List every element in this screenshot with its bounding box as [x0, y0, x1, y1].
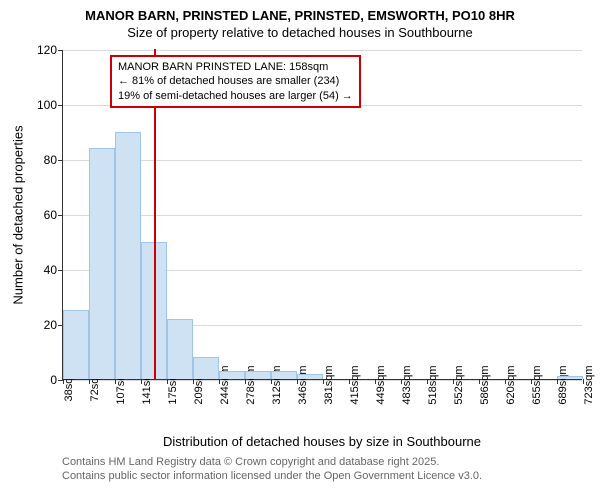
histogram-bar	[271, 371, 297, 379]
y-tick-label: 20	[44, 318, 57, 332]
histogram-bar	[89, 148, 115, 379]
x-tick-label: 346sqm	[297, 365, 309, 404]
y-tick-mark	[58, 270, 63, 271]
x-tick-label: 449sqm	[375, 365, 387, 404]
y-tick-label: 80	[44, 153, 57, 167]
x-tick-mark	[115, 379, 116, 384]
x-tick-label: 620sqm	[505, 365, 517, 404]
histogram-bar	[193, 357, 219, 379]
y-tick-label: 60	[44, 208, 57, 222]
grid-line	[63, 50, 582, 51]
chart-title-sub: Size of property relative to detached ho…	[0, 25, 600, 40]
x-tick-label: 723sqm	[583, 365, 595, 404]
x-tick-mark	[349, 379, 350, 384]
x-tick-label: 415sqm	[349, 365, 361, 404]
attribution-line-2: Contains public sector information licen…	[62, 470, 482, 482]
y-tick-mark	[58, 215, 63, 216]
y-tick-mark	[58, 105, 63, 106]
x-tick-mark	[531, 379, 532, 384]
x-tick-mark	[271, 379, 272, 384]
histogram-bar	[167, 319, 193, 380]
x-tick-mark	[557, 379, 558, 384]
histogram-bar	[63, 310, 89, 379]
y-tick-mark	[58, 50, 63, 51]
x-tick-mark	[141, 379, 142, 384]
annotation-line: MANOR BARN PRINSTED LANE: 158sqm	[118, 60, 353, 74]
x-tick-label: 483sqm	[401, 365, 413, 404]
x-tick-label: 518sqm	[427, 365, 439, 404]
annotation-box: MANOR BARN PRINSTED LANE: 158sqm← 81% of…	[110, 55, 361, 108]
x-tick-mark	[401, 379, 402, 384]
annotation-line: ← 81% of detached houses are smaller (23…	[118, 74, 353, 88]
y-tick-label: 40	[44, 263, 57, 277]
y-tick-label: 100	[37, 98, 57, 112]
x-tick-label: 689sqm	[557, 365, 569, 404]
y-axis-label: Number of detached properties	[11, 50, 26, 380]
histogram-bar	[115, 132, 141, 380]
x-tick-mark	[219, 379, 220, 384]
x-tick-mark	[427, 379, 428, 384]
histogram-bar	[245, 371, 271, 379]
chart-title-main: MANOR BARN, PRINSTED LANE, PRINSTED, EMS…	[0, 0, 600, 23]
x-axis-label: Distribution of detached houses by size …	[62, 434, 582, 449]
y-tick-label: 0	[50, 373, 57, 387]
y-tick-mark	[58, 160, 63, 161]
y-tick-label: 120	[37, 43, 57, 57]
attribution-line-1: Contains HM Land Registry data © Crown c…	[62, 456, 439, 468]
x-tick-mark	[245, 379, 246, 384]
x-tick-label: 655sqm	[531, 365, 543, 404]
x-tick-mark	[63, 379, 64, 384]
x-tick-label: 552sqm	[453, 365, 465, 404]
x-tick-mark	[89, 379, 90, 384]
x-tick-label: 586sqm	[479, 365, 491, 404]
x-tick-mark	[375, 379, 376, 384]
x-tick-mark	[479, 379, 480, 384]
x-tick-label: 381sqm	[323, 365, 335, 404]
x-tick-mark	[505, 379, 506, 384]
chart-container: MANOR BARN, PRINSTED LANE, PRINSTED, EMS…	[0, 0, 600, 500]
histogram-bar	[557, 376, 583, 379]
x-tick-mark	[323, 379, 324, 384]
histogram-bar	[219, 371, 245, 379]
x-tick-mark	[583, 379, 584, 384]
annotation-line: 19% of semi-detached houses are larger (…	[118, 89, 353, 103]
x-tick-mark	[453, 379, 454, 384]
x-tick-mark	[193, 379, 194, 384]
histogram-bar	[297, 374, 323, 380]
x-tick-mark	[167, 379, 168, 384]
x-tick-mark	[297, 379, 298, 384]
